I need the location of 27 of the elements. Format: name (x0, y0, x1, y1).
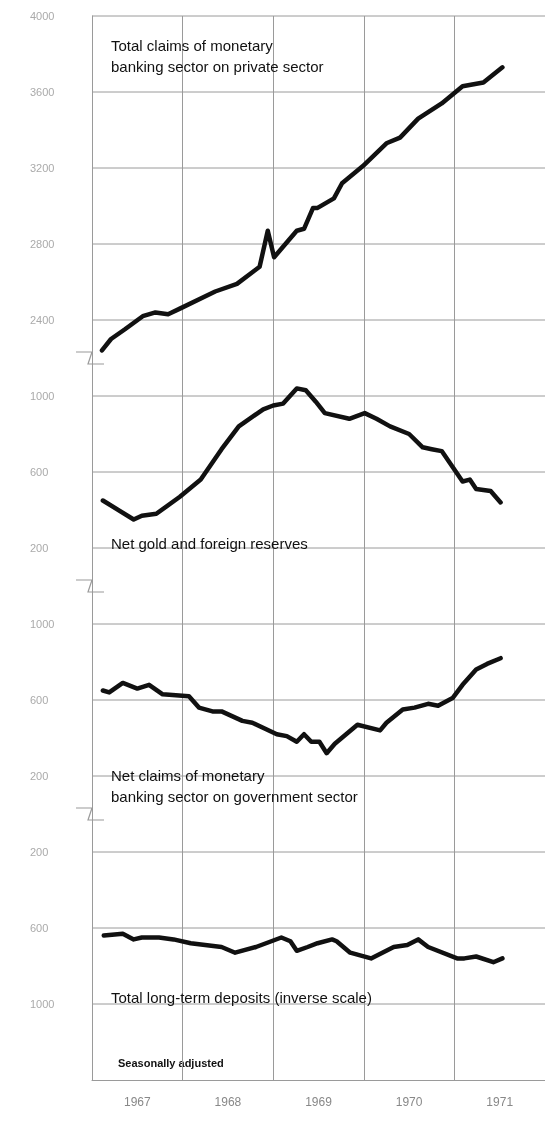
line-series (100, 655, 503, 756)
y-tick-label: 200 (30, 846, 49, 858)
x-tick-label: 1969 (305, 1095, 333, 1109)
x-tick-label: 1970 (395, 1095, 423, 1109)
y-tick-label: 4000 (30, 10, 55, 22)
y-tick-label: 3200 (30, 162, 55, 174)
text: Net gold and foreign reserves (111, 535, 308, 552)
line-series (101, 931, 505, 965)
x-tick-label: 1968 (214, 1095, 242, 1109)
annotation: Seasonally adjusted (118, 1056, 224, 1069)
y-tick-label: 2400 (30, 314, 55, 326)
text: Total long-term deposits (inverse scale) (111, 989, 372, 1006)
y-tick-label: 2800 (30, 238, 55, 250)
y-tick-label: 1000 (30, 390, 55, 402)
y-tick-label: 600 (30, 922, 49, 934)
text: Total claims of monetary banking sector on private sector (111, 37, 324, 75)
y-tick-label: 3600 (30, 86, 55, 98)
y-tick-label: 600 (30, 466, 49, 478)
y-tick-label: 1000 (30, 998, 55, 1010)
y-tick-label: 600 (30, 694, 49, 706)
line-series (100, 386, 503, 522)
y-tick-label: 200 (30, 542, 49, 554)
text: Net claims of monetary banking sector on government sector (111, 767, 358, 805)
x-tick-label: 1967 (123, 1095, 151, 1109)
x-tick-label: 1971 (486, 1095, 514, 1109)
y-tick-label: 200 (30, 770, 49, 782)
y-tick-label: 1000 (30, 618, 55, 630)
